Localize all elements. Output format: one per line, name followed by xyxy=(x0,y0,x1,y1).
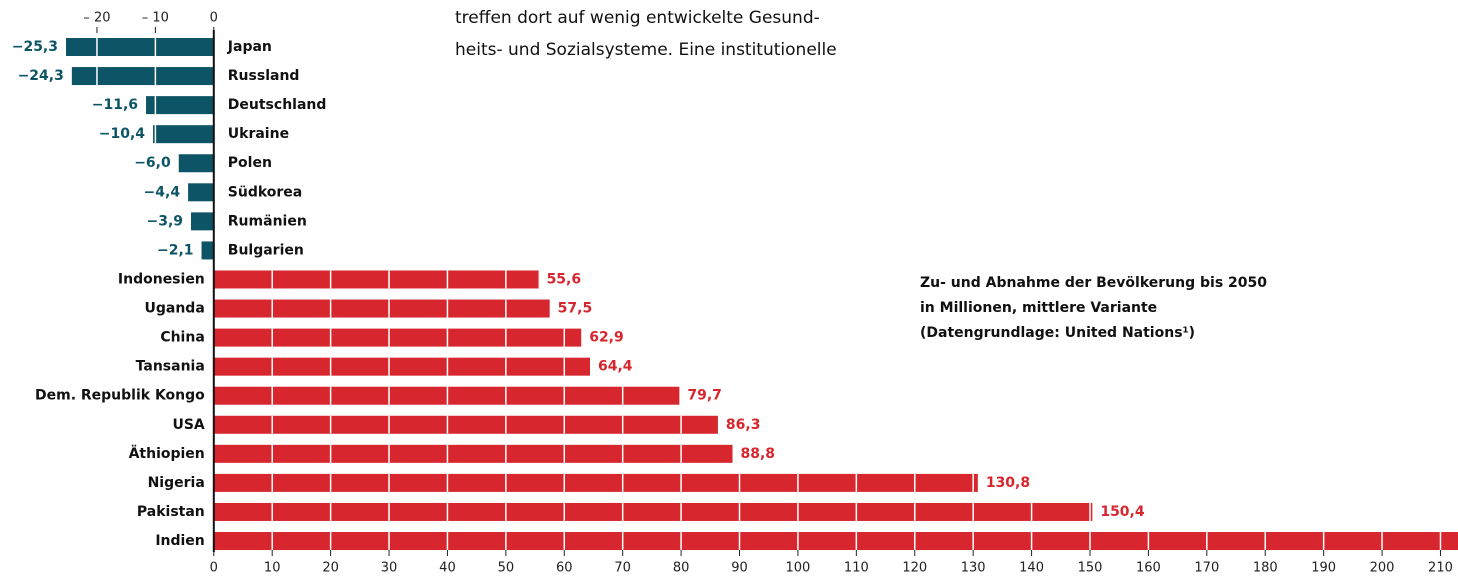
value-label: −6,0 xyxy=(134,155,171,171)
x-tick-label: 30 xyxy=(381,561,398,576)
bar xyxy=(213,502,1093,521)
value-label: −25,3 xyxy=(12,39,58,55)
x-tick-label: 110 xyxy=(844,561,869,576)
x-tick-label: 130 xyxy=(961,561,986,576)
x-tick-label: 140 xyxy=(1019,561,1044,576)
bar xyxy=(146,96,214,115)
category-label: Polen xyxy=(228,155,272,171)
x-tick-label: 190 xyxy=(1311,561,1336,576)
category-label: Japan xyxy=(227,39,272,55)
category-label: Tansania xyxy=(136,359,205,375)
value-label: 57,5 xyxy=(558,301,593,317)
x-tick-label: 100 xyxy=(786,561,811,576)
category-label: Uganda xyxy=(145,301,205,317)
chart-title: in Millionen, mittlere Variante xyxy=(920,300,1157,316)
bar xyxy=(213,473,978,492)
value-label: 86,3 xyxy=(726,417,761,433)
bar xyxy=(213,328,582,347)
x-tick-label: 200 xyxy=(1370,561,1395,576)
value-label: −24,3 xyxy=(18,68,64,84)
value-label: 88,8 xyxy=(741,446,776,462)
value-label: 64,4 xyxy=(598,359,633,375)
x-tick-label: 210 xyxy=(1428,561,1453,576)
value-label: −2,1 xyxy=(157,242,194,258)
x-tick-label: 170 xyxy=(1194,561,1219,576)
x-tick-label: 90 xyxy=(731,561,748,576)
x-tick-label: 50 xyxy=(498,561,515,576)
top-tick-label: – 20 xyxy=(83,11,110,26)
value-label: −3,9 xyxy=(146,213,183,229)
bar xyxy=(213,532,1458,551)
category-label: China xyxy=(160,330,204,346)
bar xyxy=(201,241,214,260)
bar xyxy=(213,386,680,405)
bar xyxy=(191,212,214,231)
chart-title: Zu- und Abnahme der Bevölkerung bis 2050 xyxy=(920,275,1267,291)
body-text: treffen dort auf wenig entwickelte Gesun… xyxy=(455,8,820,28)
bar xyxy=(213,270,539,289)
category-label: Äthiopien xyxy=(129,445,205,462)
bar xyxy=(213,415,718,434)
bar xyxy=(153,125,214,144)
category-label: Rumänien xyxy=(228,213,307,229)
x-tick-label: 150 xyxy=(1078,561,1103,576)
category-label: Ukraine xyxy=(228,126,289,142)
x-tick-label: 160 xyxy=(1136,561,1161,576)
x-tick-label: 60 xyxy=(556,561,573,576)
value-label: 79,7 xyxy=(687,388,722,404)
body-text: heits- und Sozialsysteme. Eine instituti… xyxy=(455,40,837,60)
x-tick-label: 80 xyxy=(673,561,690,576)
bar xyxy=(66,38,214,56)
category-label: Pakistan xyxy=(137,504,205,520)
value-label: 130,8 xyxy=(986,475,1030,491)
bar xyxy=(178,154,214,173)
bar xyxy=(213,299,550,318)
x-tick-label: 40 xyxy=(439,561,456,576)
value-label: −11,6 xyxy=(92,97,138,113)
bar xyxy=(213,444,733,463)
value-label: −10,4 xyxy=(99,126,146,142)
top-tick-label: 0 xyxy=(210,11,218,26)
top-tick-label: – 10 xyxy=(142,11,169,26)
category-label: Deutschland xyxy=(228,97,327,113)
x-tick-label: 180 xyxy=(1253,561,1278,576)
category-label: Russland xyxy=(228,68,300,84)
x-tick-label: 10 xyxy=(264,561,281,576)
category-label: Nigeria xyxy=(148,475,205,491)
x-tick-label: 0 xyxy=(210,561,218,576)
category-label: Dem. Republik Kongo xyxy=(35,388,205,404)
bar xyxy=(188,183,214,202)
x-tick-label: 120 xyxy=(902,561,927,576)
x-tick-label: 20 xyxy=(322,561,339,576)
x-tick-label: 70 xyxy=(614,561,631,576)
category-label: Südkorea xyxy=(228,184,302,200)
value-label: 55,6 xyxy=(547,271,582,287)
value-label: 62,9 xyxy=(589,330,624,346)
category-label: Indonesien xyxy=(118,271,205,287)
category-label: USA xyxy=(172,417,204,433)
bar xyxy=(213,357,590,376)
value-label: 150,4 xyxy=(1100,504,1145,520)
value-label: −4,4 xyxy=(144,184,181,200)
chart-title: (Datengrundlage: United Nations¹) xyxy=(920,325,1195,341)
category-label: Bulgarien xyxy=(228,242,304,258)
category-label: Indien xyxy=(155,533,204,549)
bar xyxy=(71,67,214,86)
